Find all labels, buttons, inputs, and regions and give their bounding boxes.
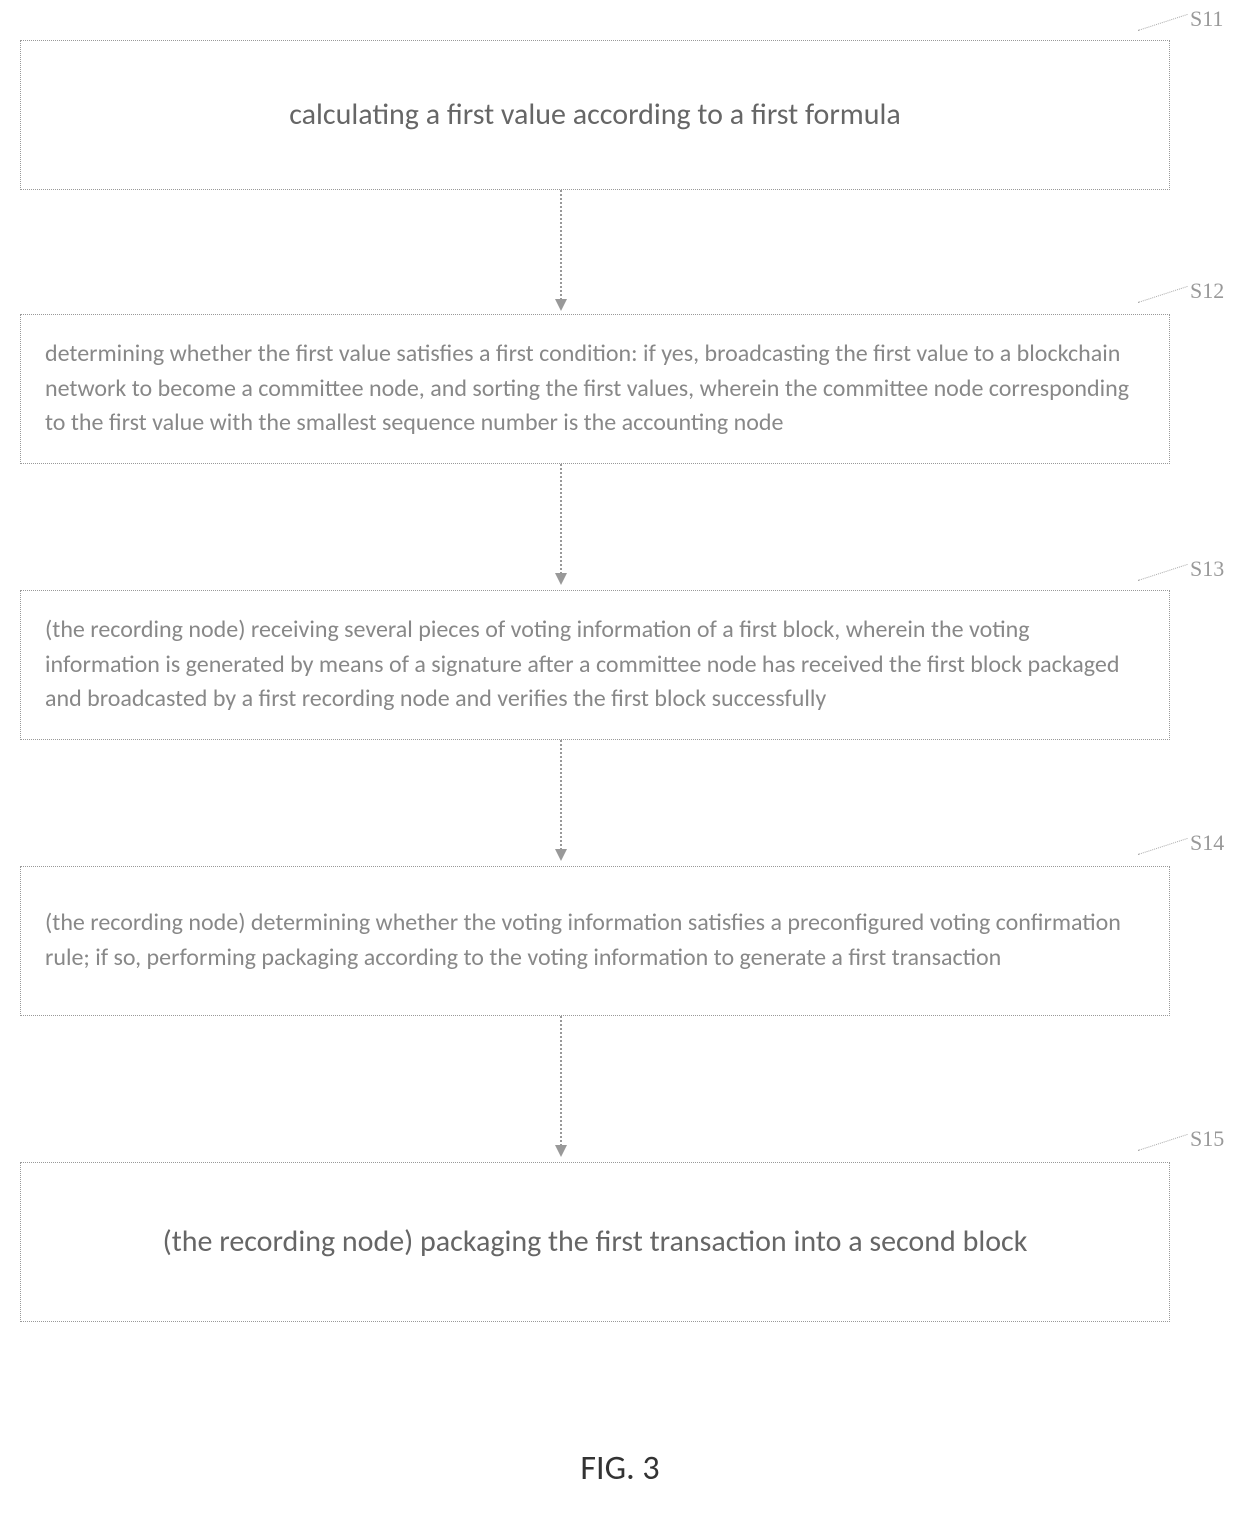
step-label-s15: S15 [1190, 1126, 1224, 1152]
leader-s13 [1138, 564, 1188, 581]
step-text-2: determining whether the first value sati… [45, 337, 1145, 441]
arrow-4-5 [560, 1016, 562, 1156]
figure-label: FIG. 3 [580, 1448, 659, 1489]
step-label-s12: S12 [1190, 278, 1224, 304]
step-label-s14: S14 [1190, 830, 1224, 856]
step-label-s11: S11 [1190, 6, 1223, 32]
leader-s11 [1138, 14, 1188, 31]
leader-s15 [1138, 1134, 1188, 1151]
arrow-2-3 [560, 464, 562, 584]
step-box-3: (the recording node) receiving several p… [20, 590, 1170, 740]
step-text-1: calculating a first value according to a… [289, 94, 901, 136]
arrow-1-2 [560, 190, 562, 310]
step-text-4: (the recording node) determining whether… [45, 906, 1145, 976]
step-text-3: (the recording node) receiving several p… [45, 613, 1145, 717]
flowchart-container: S11 calculating a first value according … [0, 0, 1240, 1534]
step-box-2: determining whether the first value sati… [20, 314, 1170, 464]
leader-s12 [1138, 286, 1188, 303]
step-label-s13: S13 [1190, 556, 1224, 582]
arrow-3-4 [560, 740, 562, 860]
step-text-5: (the recording node) packaging the first… [163, 1221, 1028, 1263]
step-box-4: (the recording node) determining whether… [20, 866, 1170, 1016]
step-box-1: calculating a first value according to a… [20, 40, 1170, 190]
leader-s14 [1138, 838, 1188, 855]
step-box-5: (the recording node) packaging the first… [20, 1162, 1170, 1322]
